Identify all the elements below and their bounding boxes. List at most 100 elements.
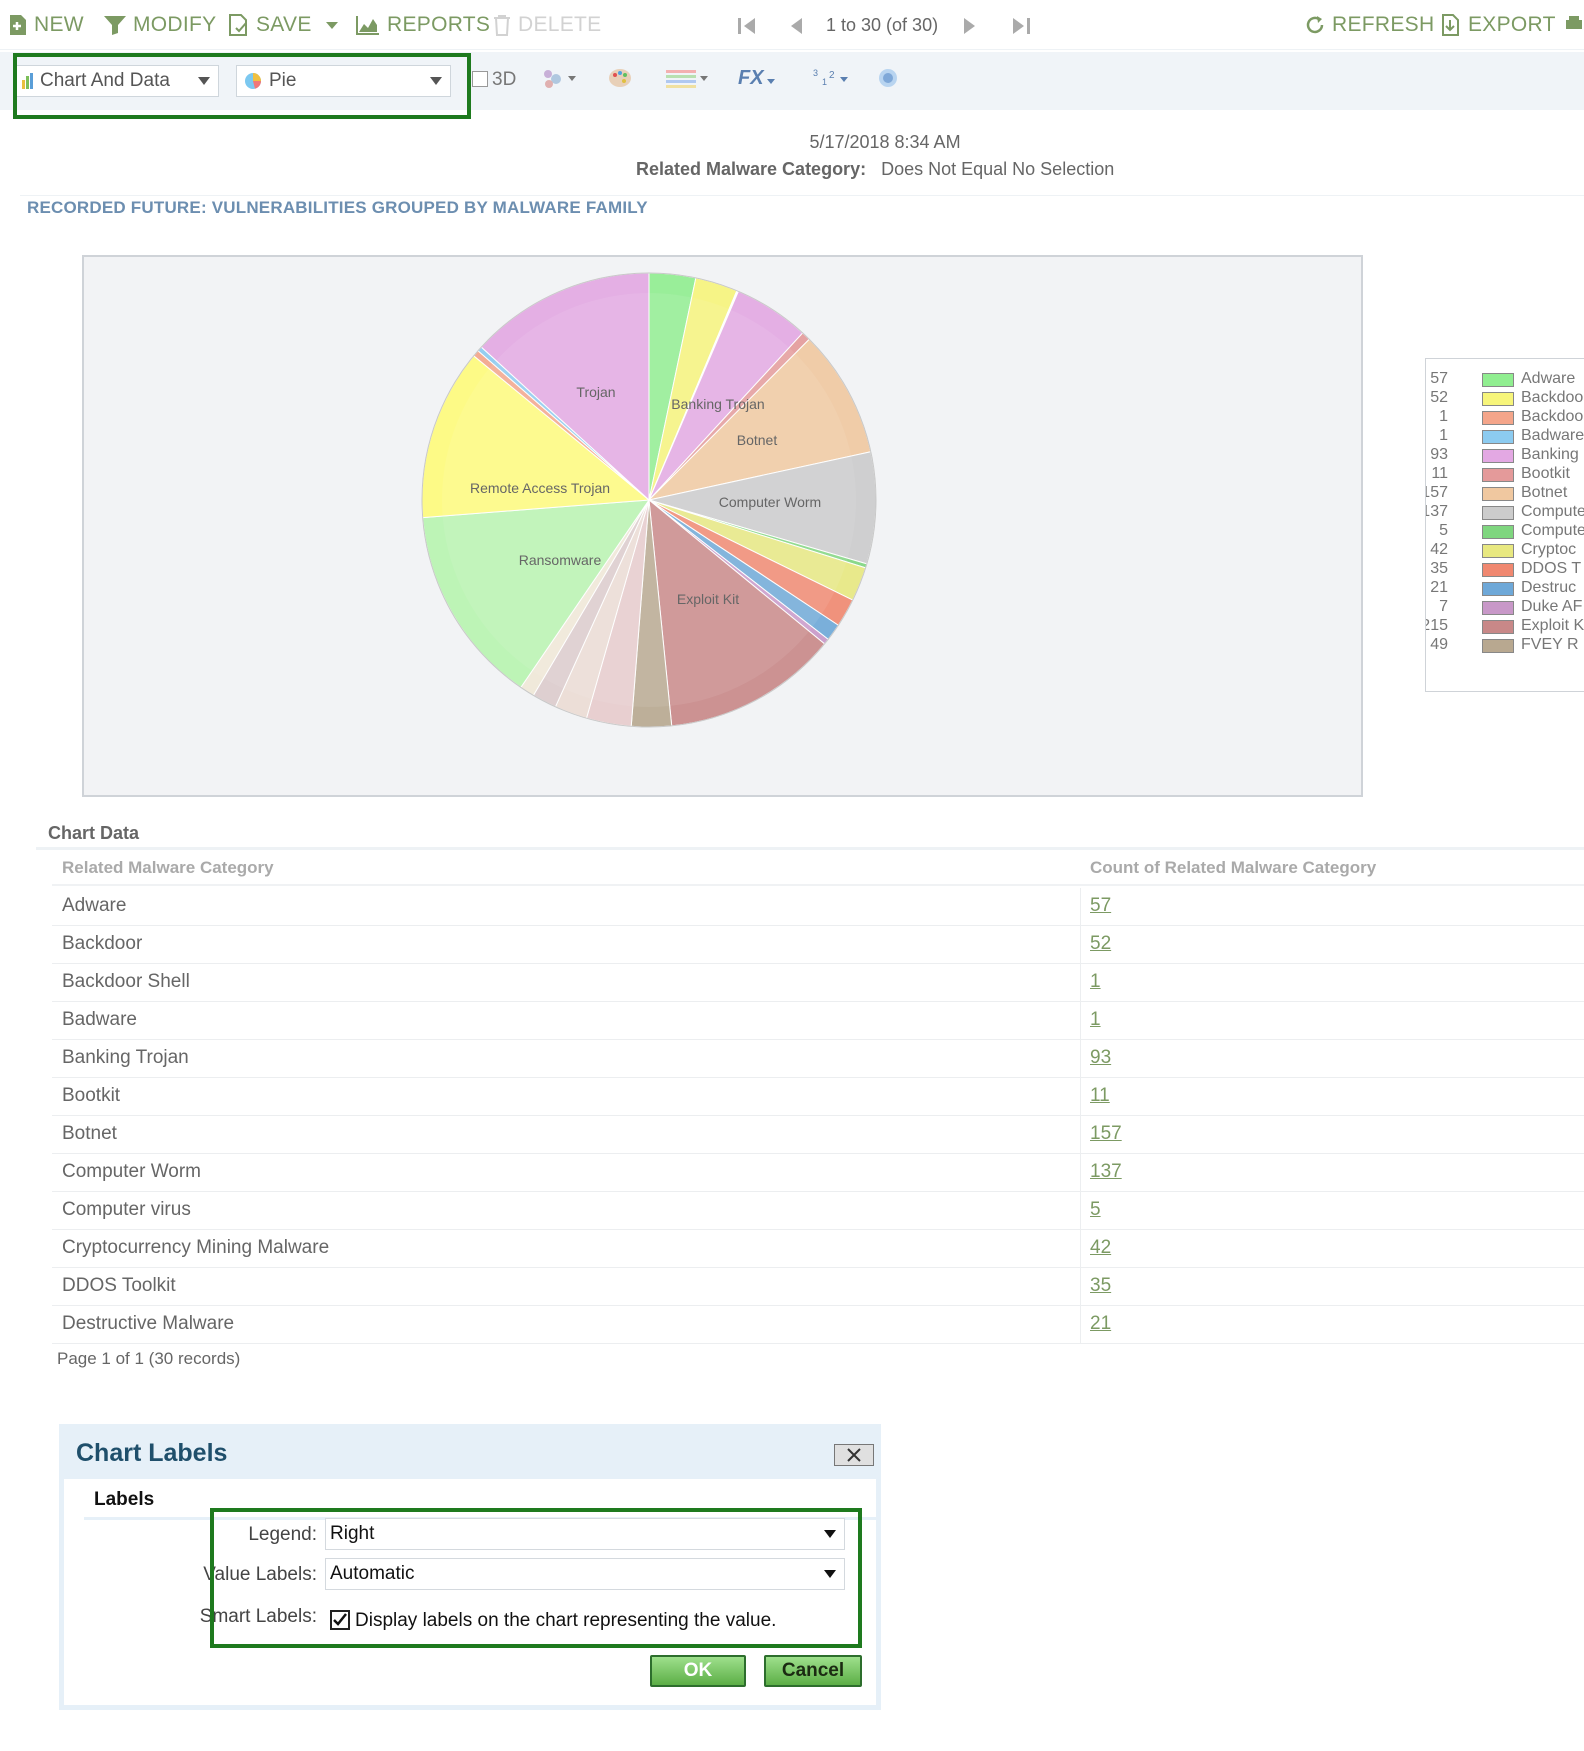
delete-button[interactable]: DELETE bbox=[492, 10, 602, 40]
legend-entry: 35 DDOS T bbox=[1426, 560, 1584, 581]
refresh-button[interactable]: REFRESH bbox=[1304, 10, 1434, 40]
row-count-link[interactable]: 52 bbox=[1090, 933, 1112, 954]
legend-field-label: Legend: bbox=[248, 1524, 317, 1545]
legend-value: 93 bbox=[1430, 446, 1448, 463]
row-count-link[interactable]: 1 bbox=[1090, 1009, 1101, 1030]
row-category: Backdoor Shell bbox=[62, 971, 190, 992]
row-count-link[interactable]: 35 bbox=[1090, 1275, 1112, 1296]
row-count-link[interactable]: 21 bbox=[1090, 1313, 1112, 1334]
view-mode-select[interactable]: Chart And Data bbox=[14, 65, 219, 97]
refresh-icon bbox=[1306, 16, 1324, 34]
reports-chart-icon bbox=[356, 16, 379, 35]
legend-value: 7 bbox=[1439, 598, 1448, 615]
data-labels-dropdown-icon[interactable]: 312 bbox=[812, 66, 850, 90]
dialog-header: Chart Labels bbox=[64, 1429, 876, 1479]
three-d-checkbox[interactable] bbox=[472, 71, 488, 87]
row-count-link[interactable]: 157 bbox=[1090, 1123, 1122, 1144]
legend-swatch bbox=[1482, 601, 1514, 615]
column-separator bbox=[1080, 1230, 1081, 1267]
save-dropdown-caret-icon[interactable] bbox=[325, 21, 338, 29]
row-count-link[interactable]: 93 bbox=[1090, 1047, 1112, 1068]
legend-label: Banking bbox=[1521, 446, 1579, 463]
formula-dropdown-button[interactable]: FX bbox=[738, 67, 775, 90]
pie-chart: Trojan Banking Trojan Botnet Computer Worm E… bbox=[421, 272, 877, 728]
table-row: Botnet 157 bbox=[52, 1116, 1584, 1154]
dialog-close-button[interactable] bbox=[834, 1444, 874, 1466]
svg-text:3: 3 bbox=[813, 68, 818, 78]
previous-page-icon[interactable] bbox=[788, 16, 804, 36]
fx-label: FX bbox=[738, 67, 764, 89]
legend-position-select[interactable]: Right bbox=[325, 1518, 845, 1550]
grid-options-dropdown-icon[interactable] bbox=[665, 66, 709, 90]
column-header-count[interactable]: Count of Related Malware Category bbox=[1090, 858, 1377, 877]
legend-value: 137 bbox=[1426, 503, 1448, 520]
chart-style-dropdown-icon[interactable] bbox=[540, 66, 578, 90]
legend-swatch bbox=[1482, 449, 1514, 463]
legend-entry: 1 Backdoo bbox=[1426, 408, 1584, 429]
legend-label: Exploit K bbox=[1521, 617, 1584, 634]
table-row: Backdoor Shell 1 bbox=[52, 964, 1584, 1002]
new-button[interactable]: NEW bbox=[8, 10, 84, 40]
next-page-icon[interactable] bbox=[962, 16, 978, 36]
table-page-info: Page 1 of 1 (30 records) bbox=[57, 1349, 241, 1368]
column-separator bbox=[1080, 1154, 1081, 1191]
legend-label: Botnet bbox=[1521, 484, 1568, 501]
tab-labels[interactable]: Labels bbox=[94, 1489, 155, 1510]
table-row: Bootkit 11 bbox=[52, 1078, 1584, 1116]
first-page-icon[interactable] bbox=[736, 16, 758, 36]
cancel-label: Cancel bbox=[781, 1660, 845, 1681]
pie-chart-icon bbox=[245, 73, 261, 89]
palette-icon[interactable] bbox=[607, 66, 633, 90]
reports-button[interactable]: REPORTS bbox=[355, 10, 490, 40]
cancel-button[interactable]: Cancel bbox=[764, 1655, 862, 1687]
table-row: Backdoor 52 bbox=[52, 926, 1584, 964]
value-labels-caret-icon bbox=[824, 1570, 836, 1578]
row-count-link[interactable]: 5 bbox=[1090, 1199, 1101, 1220]
last-page-icon[interactable] bbox=[1010, 16, 1032, 36]
legend-label: Compute bbox=[1521, 503, 1584, 520]
export-icon bbox=[1442, 14, 1459, 36]
row-count-link[interactable]: 57 bbox=[1090, 895, 1112, 916]
main-toolbar: NEW MODIFY SAVE REPORTS DELETE 1 to 30 (… bbox=[0, 0, 1584, 50]
row-category: Bootkit bbox=[62, 1085, 121, 1106]
save-button[interactable]: SAVE bbox=[228, 10, 338, 40]
row-count-link[interactable]: 11 bbox=[1090, 1085, 1110, 1106]
ok-button[interactable]: OK bbox=[650, 1655, 746, 1687]
legend-swatch bbox=[1482, 525, 1514, 539]
filter-field-label: Related Malware Category: bbox=[636, 159, 867, 179]
view-mode-value: Chart And Data bbox=[40, 70, 170, 91]
legend-entry: 49 FVEY R bbox=[1426, 636, 1584, 657]
column-separator bbox=[1080, 1192, 1081, 1229]
smart-labels-checkbox[interactable] bbox=[330, 1610, 350, 1630]
chart-type-select[interactable]: Pie bbox=[236, 65, 451, 97]
row-category: Badware bbox=[62, 1009, 137, 1030]
save-document-icon bbox=[229, 14, 247, 36]
row-count-link[interactable]: 42 bbox=[1090, 1237, 1112, 1258]
legend-label: Adware bbox=[1521, 370, 1576, 387]
table-row: DDOS Toolkit 35 bbox=[52, 1268, 1584, 1306]
legend-entry: 1 Badware bbox=[1426, 427, 1584, 448]
export-button[interactable]: EXPORT bbox=[1440, 10, 1556, 40]
print-icon[interactable] bbox=[1564, 14, 1584, 34]
table-row: Banking Trojan 93 bbox=[52, 1040, 1584, 1078]
row-count-link[interactable]: 137 bbox=[1090, 1161, 1122, 1182]
help-icon[interactable] bbox=[876, 66, 900, 90]
value-labels-select[interactable]: Automatic bbox=[325, 1558, 845, 1590]
pie-slice-label: Ransomware bbox=[519, 552, 602, 568]
row-count-link[interactable]: 1 bbox=[1090, 971, 1101, 992]
checkmark-icon bbox=[333, 1613, 347, 1626]
column-separator bbox=[1080, 1116, 1081, 1153]
pie-chart-panel: Trojan Banking Trojan Botnet Computer Worm E… bbox=[82, 255, 1363, 797]
row-category: Backdoor bbox=[62, 933, 143, 954]
column-separator bbox=[1080, 1078, 1081, 1115]
legend-value: 215 bbox=[1426, 617, 1448, 634]
chart-data-title: Chart Data bbox=[48, 823, 140, 843]
report-filter: Related Malware Category: Does Not Equal… bbox=[636, 159, 1114, 180]
legend-value: 5 bbox=[1439, 522, 1448, 539]
column-header-category[interactable]: Related Malware Category bbox=[62, 858, 274, 877]
legend-entry: 5 Compute bbox=[1426, 522, 1584, 543]
view-mode-caret-icon bbox=[198, 77, 210, 85]
filter-icon bbox=[104, 16, 126, 35]
legend-label: Backdoo bbox=[1521, 408, 1584, 425]
modify-button[interactable]: MODIFY bbox=[103, 10, 216, 40]
